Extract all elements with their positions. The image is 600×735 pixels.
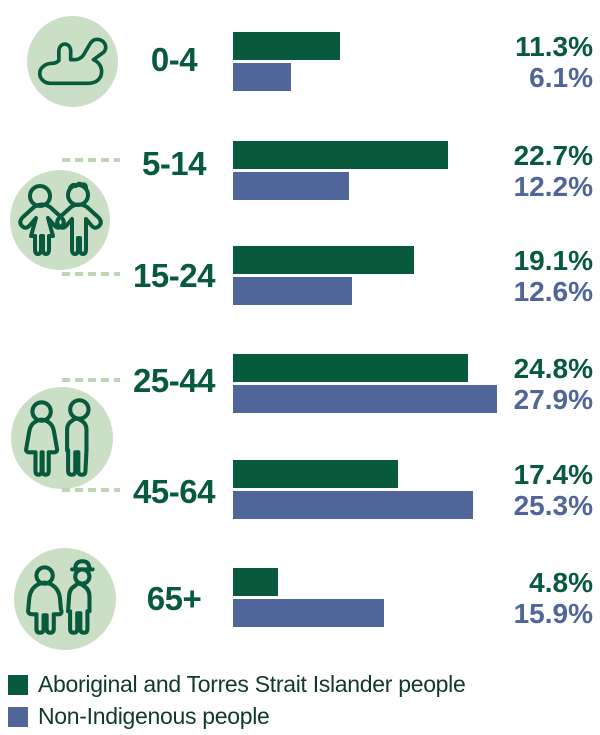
dash-connector-25-44 bbox=[62, 378, 120, 382]
bar-row-5-14: 22.7% 12.2% bbox=[0, 140, 600, 202]
legend-label-non-indigenous: Non-Indigenous people bbox=[38, 703, 270, 729]
legend-label-indigenous: Aboriginal and Torres Strait Islander pe… bbox=[38, 671, 466, 697]
value-indigenous: 4.8% bbox=[529, 567, 593, 598]
value-labels: 22.7% 12.2% bbox=[514, 140, 593, 202]
seniors-icon bbox=[26, 559, 95, 635]
bar-non-indigenous bbox=[233, 491, 473, 519]
value-non-indigenous: 12.6% bbox=[513, 276, 593, 307]
value-non-indigenous: 6.1% bbox=[529, 62, 593, 93]
value-non-indigenous: 15.9% bbox=[513, 598, 593, 629]
bar-non-indigenous bbox=[233, 63, 291, 91]
bar-non-indigenous bbox=[233, 599, 384, 627]
value-indigenous: 19.1% bbox=[513, 245, 593, 276]
children-icon-circle bbox=[10, 170, 110, 270]
value-non-indigenous: 25.3% bbox=[513, 490, 593, 521]
bar-indigenous bbox=[233, 246, 414, 274]
bar-non-indigenous bbox=[233, 172, 349, 200]
value-indigenous: 24.8% bbox=[513, 353, 593, 384]
bar-indigenous bbox=[233, 568, 278, 596]
value-labels: 4.8% 15.9% bbox=[514, 567, 593, 629]
bar-row-15-24: 19.1% 12.6% bbox=[0, 245, 600, 307]
seniors-icon-circle bbox=[14, 548, 116, 650]
children-icon bbox=[18, 181, 103, 256]
bar-row-25-44: 24.8% 27.9% bbox=[0, 353, 600, 415]
age-group-label-15-24: 15-24 bbox=[133, 257, 215, 294]
bar-non-indigenous bbox=[233, 385, 497, 413]
age-group-label-0-4: 0-4 bbox=[150, 41, 198, 78]
baby-icon-circle bbox=[27, 16, 118, 107]
value-non-indigenous: 27.9% bbox=[513, 384, 593, 415]
bar-non-indigenous bbox=[233, 277, 352, 305]
value-labels: 11.3% 6.1% bbox=[515, 31, 593, 93]
age-group-label-65plus: 65+ bbox=[146, 580, 202, 617]
value-indigenous: 17.4% bbox=[513, 459, 593, 490]
legend-swatch-indigenous bbox=[8, 675, 28, 695]
bar-row-45-64: 17.4% 25.3% bbox=[0, 459, 600, 521]
dash-connector-45-64 bbox=[62, 488, 120, 492]
legend-swatch-non-indigenous bbox=[8, 707, 28, 727]
age-group-label-5-14: 5-14 bbox=[141, 145, 207, 182]
baby-icon bbox=[37, 37, 108, 86]
bar-row-0-4: 11.3% 6.1% bbox=[0, 31, 600, 93]
bar-indigenous bbox=[233, 32, 340, 60]
value-indigenous: 11.3% bbox=[515, 31, 593, 62]
bar-indigenous bbox=[233, 460, 398, 488]
legend-item-indigenous: Aboriginal and Torres Strait Islander pe… bbox=[8, 671, 466, 703]
adults-icon bbox=[24, 398, 91, 477]
age-group-label-45-64: 45-64 bbox=[133, 473, 215, 510]
value-indigenous: 22.7% bbox=[513, 140, 593, 171]
value-labels: 19.1% 12.6% bbox=[514, 245, 593, 307]
legend-item-non-indigenous: Non-Indigenous people bbox=[8, 703, 465, 735]
value-labels: 17.4% 25.3% bbox=[514, 459, 593, 521]
value-non-indigenous: 12.2% bbox=[513, 171, 593, 202]
value-labels: 24.8% 27.9% bbox=[514, 353, 593, 415]
dash-connector-15-24 bbox=[62, 272, 120, 276]
bar-indigenous bbox=[233, 354, 468, 382]
dash-connector-5-14 bbox=[62, 158, 120, 162]
age-group-label-25-44: 25-44 bbox=[133, 362, 215, 399]
bar-indigenous bbox=[233, 141, 448, 169]
adults-icon-circle bbox=[11, 387, 113, 489]
bar-row-65plus: 4.8% 15.9% bbox=[0, 567, 600, 629]
legend: Aboriginal and Torres Strait Islander pe… bbox=[8, 671, 466, 735]
